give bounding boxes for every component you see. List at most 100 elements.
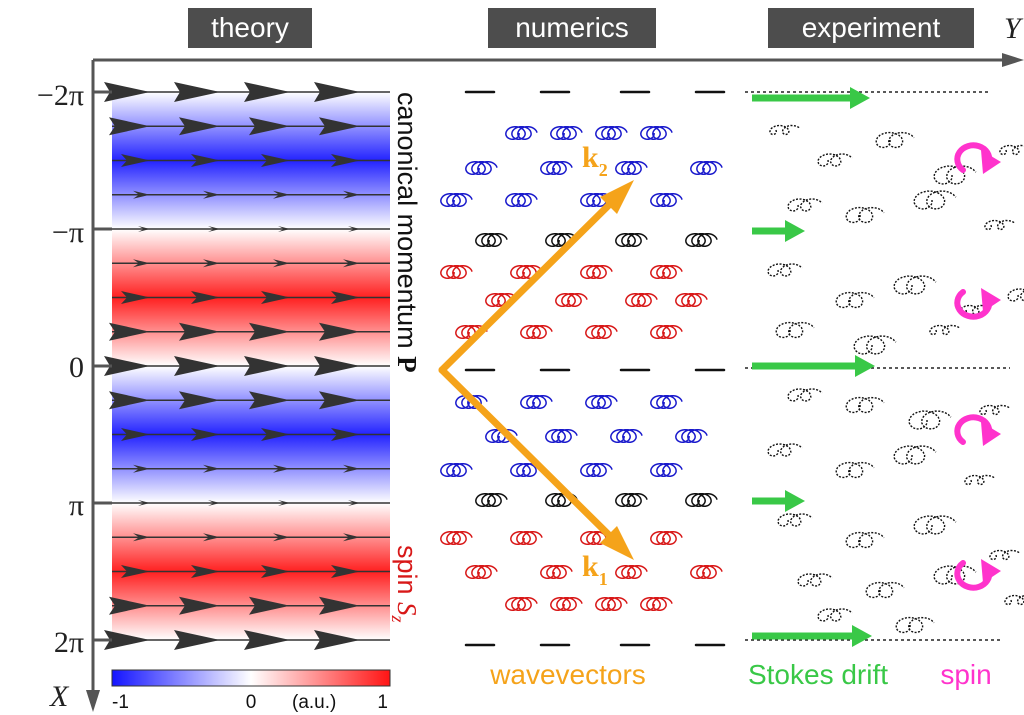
orbit <box>690 160 723 176</box>
orbit <box>505 596 538 612</box>
momentum-arrowhead <box>248 117 290 136</box>
trajectory-loop <box>835 291 875 309</box>
trajectory-loop <box>845 206 885 224</box>
spin-arrowhead <box>981 288 1001 312</box>
stokes-arrowhead <box>852 625 872 647</box>
orbit <box>675 292 708 308</box>
orbit <box>585 394 618 410</box>
momentum-arrowhead <box>203 533 220 542</box>
orbit <box>485 428 518 444</box>
orbit <box>485 292 518 308</box>
trajectory-loop <box>1007 288 1024 302</box>
orbit <box>595 596 628 612</box>
orbit <box>550 125 583 141</box>
momentum-arrowhead <box>273 533 290 542</box>
momentum-arrowhead <box>261 154 290 167</box>
spin-arrowhead <box>981 559 1001 583</box>
momentum-label: canonical momentum P <box>392 92 422 373</box>
orbit <box>690 564 723 580</box>
momentum-arrowhead <box>273 190 290 199</box>
trajectory-loop <box>835 461 875 479</box>
momentum-arrowhead <box>343 190 360 199</box>
orbit <box>650 462 683 478</box>
trajectory-loop <box>817 153 853 167</box>
stokes-arrowhead <box>785 490 805 512</box>
colorbar-mid-label: 0 <box>246 692 257 713</box>
axes <box>86 53 1024 712</box>
orbit <box>640 125 673 141</box>
trajectory-loop <box>787 388 823 402</box>
orbit <box>545 232 578 248</box>
trajectory-loop <box>984 219 1016 231</box>
momentum-arrowhead <box>314 630 360 650</box>
orbit <box>540 160 573 176</box>
orbit <box>510 462 543 478</box>
trajectory-loop <box>767 263 803 277</box>
orbit <box>440 530 473 546</box>
tick-marks <box>93 90 112 642</box>
momentum-arrowhead <box>343 464 360 473</box>
orbit <box>685 232 718 248</box>
colorbar-unit-label: (a.u.) <box>292 692 336 713</box>
momentum-arrowhead <box>133 533 150 542</box>
momentum-arrowhead <box>318 596 360 615</box>
orbit <box>650 192 683 208</box>
colorbar-min-label: -1 <box>112 692 129 713</box>
trajectory-loop <box>853 335 897 355</box>
orbit <box>555 292 588 308</box>
momentum-arrowhead <box>261 565 290 578</box>
momentum-arrowhead <box>174 630 220 650</box>
momentum-arrowhead <box>174 356 220 376</box>
stokes-arrowhead <box>785 220 805 242</box>
orbit <box>475 492 508 508</box>
k1-arrowhead <box>600 526 634 560</box>
momentum-arrowhead <box>244 356 290 376</box>
orbit <box>545 492 578 508</box>
orbit <box>610 428 643 444</box>
momentum-arrowhead <box>203 190 220 199</box>
orbit <box>650 324 683 340</box>
momentum-arrowhead <box>348 226 360 232</box>
orbit <box>540 564 573 580</box>
trajectory-loop <box>893 445 937 465</box>
orbit <box>465 564 498 580</box>
y-axis-label: Y <box>1004 12 1024 45</box>
orbit <box>675 428 708 444</box>
orbit <box>520 394 553 410</box>
y-axis-arrowhead <box>1002 53 1024 67</box>
momentum-arrowhead <box>108 391 150 410</box>
x-axis-label: X <box>49 680 70 713</box>
momentum-arrowhead <box>133 190 150 199</box>
spin-legend-label: spin <box>940 659 991 690</box>
momentum-arrowhead <box>343 533 360 542</box>
orbit <box>625 292 658 308</box>
spin-arrow-curl <box>954 142 993 173</box>
orbit <box>585 324 618 340</box>
momentum-arrows <box>104 82 390 650</box>
orbit <box>465 160 498 176</box>
momentum-arrowhead <box>318 322 360 341</box>
trajectory-loop <box>929 324 961 336</box>
momentum-arrowhead <box>278 500 290 506</box>
spin-arrows <box>954 142 1001 591</box>
momentum-arrowhead <box>331 154 360 167</box>
orbit <box>580 192 613 208</box>
orbit <box>615 232 648 248</box>
trajectory-loop <box>865 581 905 599</box>
orbit <box>455 394 488 410</box>
tick-label: −π <box>52 216 84 249</box>
trajectory-loop <box>769 124 801 136</box>
momentum-arrowhead <box>191 565 220 578</box>
trajectory-loop <box>913 515 957 535</box>
momentum-arrowhead <box>318 391 360 410</box>
tick-label: π <box>69 489 84 522</box>
k2-arrow-shaft <box>438 198 616 374</box>
momentum-arrowhead <box>191 291 220 304</box>
orbit <box>510 264 543 280</box>
stokes-drift-label: Stokes drift <box>748 659 888 690</box>
momentum-arrowhead <box>248 391 290 410</box>
stokes-arrowhead <box>850 87 870 109</box>
momentum-arrowhead <box>261 291 290 304</box>
momentum-arrowhead <box>208 226 220 232</box>
trajectory-loop <box>908 410 952 430</box>
